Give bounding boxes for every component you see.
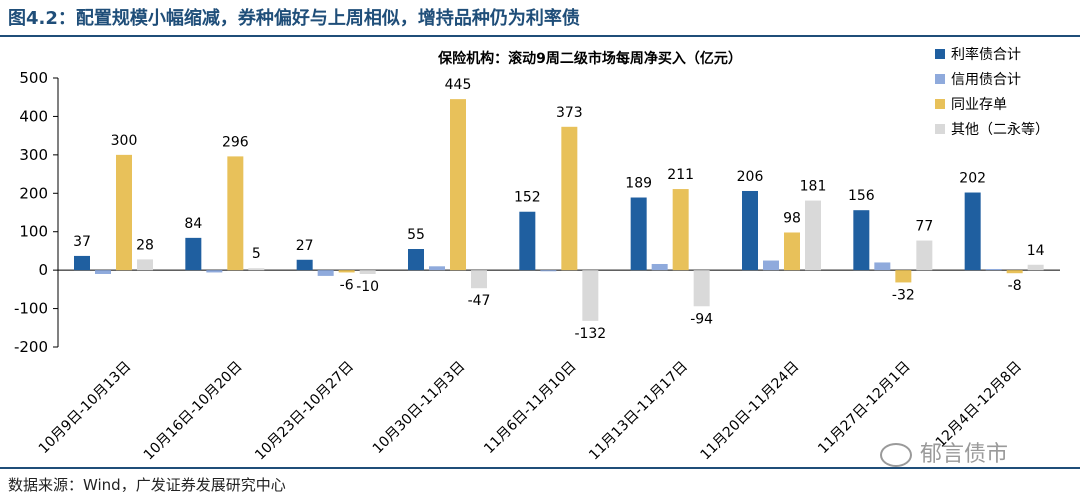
bar-3: [784, 232, 800, 271]
bar-4: [916, 240, 933, 271]
y-tick-label: -100: [14, 300, 48, 318]
bar-4: [359, 270, 376, 274]
data-label: -10: [356, 279, 379, 295]
data-label: 189: [625, 176, 652, 192]
y-tick-label: 300: [19, 146, 48, 164]
legend-label: 利率债合计: [951, 46, 1021, 63]
bar-2: [317, 270, 334, 276]
data-label: 445: [445, 77, 472, 93]
bar-1: [964, 192, 981, 271]
data-label: 14: [1027, 243, 1045, 259]
data-label: 84: [184, 216, 202, 232]
watermark-text: 郁言债市: [920, 442, 1009, 467]
legend-swatch: [935, 99, 945, 109]
chart-title: 保险机构：滚动9周二级市场每周净买入（亿元）: [437, 50, 742, 67]
bar-2: [874, 262, 891, 271]
data-label: -32: [892, 287, 915, 303]
bar-3: [338, 270, 355, 273]
top-rule: [0, 35, 1080, 37]
legend-label: 同业存单: [951, 97, 1007, 113]
bar-2: [95, 270, 111, 274]
data-label: -8: [1008, 278, 1022, 294]
y-tick-label: 400: [19, 107, 48, 125]
bar-3: [672, 189, 689, 271]
bar-3: [227, 156, 244, 271]
x-tick-label: 11月13日-11月17日: [586, 359, 691, 464]
bar-1: [408, 249, 424, 271]
data-label: 27: [296, 238, 314, 254]
bar-chart: 保险机构：滚动9周二级市场每周净买入（亿元） -200 -100 0 100 200 30…: [14, 46, 1060, 464]
y-tick-label: 200: [19, 184, 48, 202]
data-label: 5: [252, 246, 261, 262]
data-label: 152: [514, 190, 541, 206]
data-label: -6: [340, 277, 354, 293]
data-label: 28: [136, 237, 154, 253]
bar-3: [561, 126, 578, 271]
bar-2: [206, 270, 223, 273]
x-tick-label: 10月9日-10月13日: [36, 359, 135, 458]
legend-label: 信用债合计: [951, 72, 1021, 88]
bar-2: [763, 260, 779, 271]
legend-swatch: [935, 49, 945, 59]
bar-4: [805, 200, 821, 271]
y-tick-label: 100: [19, 223, 48, 241]
x-tick-label: 11月6日-11月10日: [481, 359, 580, 458]
bar-2: [651, 263, 668, 271]
data-label: 300: [111, 133, 138, 149]
bottom-rule: [0, 467, 1080, 469]
data-label: -47: [468, 293, 491, 309]
data-label: 77: [915, 219, 933, 235]
x-tick-label: 11月20日-11月24日: [697, 359, 802, 464]
bar-1: [853, 210, 870, 271]
bar-4: [1027, 264, 1044, 271]
bar-1: [185, 237, 202, 271]
legend-label: 其他（二永等）: [951, 121, 1049, 138]
source-note: 数据来源：Wind，广发证券发展研究中心: [8, 476, 286, 494]
bar-2: [429, 266, 445, 271]
y-tick-label: 500: [19, 69, 48, 87]
data-label: -94: [690, 311, 713, 327]
y-tick-label: -200: [14, 338, 48, 356]
x-tick-label: 10月23日-10月27日: [252, 359, 357, 464]
bar-4: [471, 270, 487, 289]
data-label: 296: [222, 134, 249, 150]
data-label: 206: [737, 169, 764, 185]
x-tick-label: 10月30日-11月3日: [370, 359, 469, 458]
y-tick-label: 0: [38, 261, 48, 279]
data-label: 181: [800, 179, 827, 195]
bar-1: [742, 190, 758, 271]
bar-4: [582, 270, 599, 321]
bar-2: [540, 270, 557, 272]
watermark: 郁言债市: [880, 436, 1008, 468]
wechat-icon: [880, 443, 912, 467]
bar-4: [248, 268, 265, 271]
bar-2: [985, 268, 1002, 271]
data-label: 156: [848, 188, 875, 204]
data-label: 37: [73, 234, 91, 250]
bar-4: [693, 270, 710, 307]
bar-3: [450, 99, 466, 271]
bar-1: [630, 197, 647, 271]
bar-1: [74, 255, 90, 271]
bar-1: [296, 259, 313, 271]
data-label: -132: [574, 326, 606, 342]
bar-4: [137, 259, 153, 271]
bar-3: [895, 270, 912, 283]
bar-1: [519, 211, 536, 271]
data-label: 98: [783, 210, 801, 226]
data-label: 373: [556, 105, 583, 121]
bar-3: [116, 154, 132, 271]
bar-3: [1006, 270, 1023, 274]
data-label: 211: [667, 167, 694, 183]
data-label: 55: [407, 227, 425, 243]
figure-title: 图4.2：配置规模小幅缩减，券种偏好与上周相似，增持品种仍为利率债: [8, 8, 580, 29]
legend-swatch: [935, 74, 945, 84]
x-tick-label: 10月16日-10月20日: [141, 359, 246, 464]
legend-swatch: [935, 124, 945, 134]
data-label: 202: [959, 171, 986, 187]
